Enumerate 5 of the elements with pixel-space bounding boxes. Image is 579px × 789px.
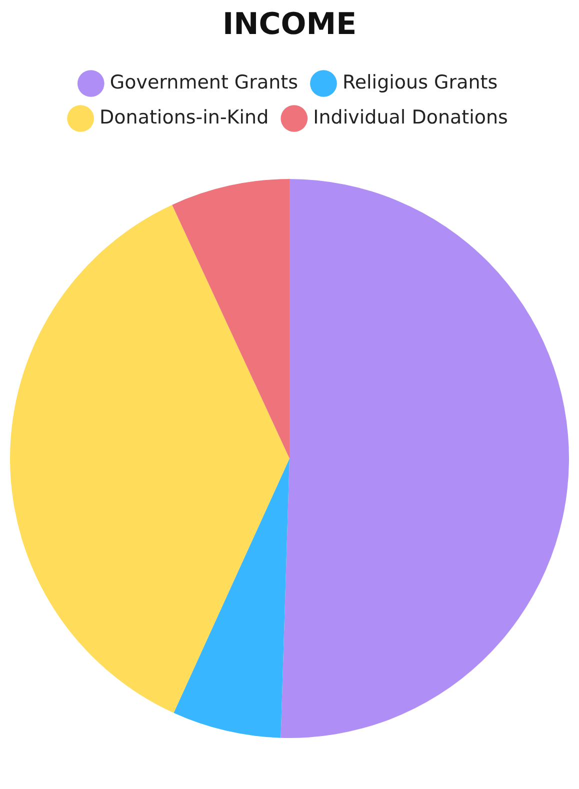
chart-title: INCOME	[222, 6, 357, 42]
legend-label: Individual Donations	[313, 106, 508, 128]
legend-label: Government Grants	[110, 71, 298, 94]
legend-label: Donations-in-Kind	[100, 106, 269, 128]
legend-label: Religious Grants	[342, 71, 498, 94]
